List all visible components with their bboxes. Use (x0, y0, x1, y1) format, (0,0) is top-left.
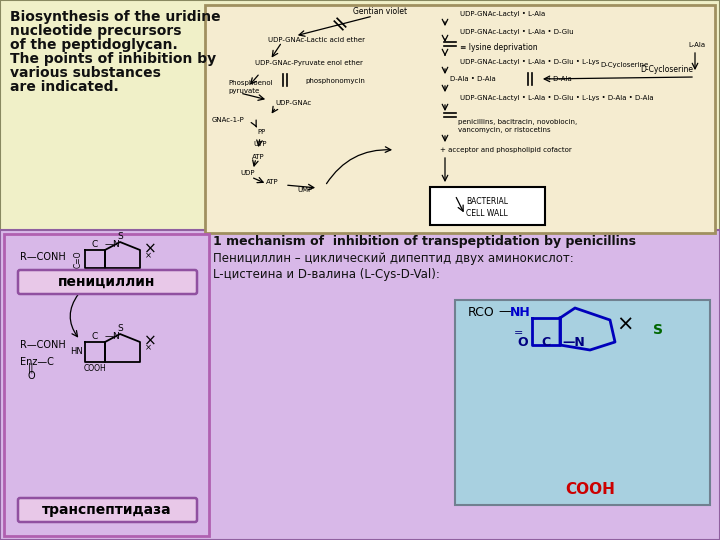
Text: Enz—C: Enz—C (20, 357, 54, 367)
Text: PP: PP (258, 129, 266, 135)
Text: C: C (541, 335, 551, 348)
Text: The points of inhibition by: The points of inhibition by (10, 52, 216, 66)
Text: Gentian violet: Gentian violet (353, 8, 407, 17)
Text: пенициллин: пенициллин (58, 275, 156, 289)
Text: D-Cycloserine: D-Cycloserine (600, 62, 648, 68)
Text: HN: HN (71, 348, 83, 356)
Text: ×: × (145, 343, 151, 352)
Text: —N: —N (562, 335, 585, 348)
Text: ATP: ATP (252, 154, 264, 160)
Text: UDP-GNAc-Lactyl • L-Ala • D-Glu • L-Lys • D-Ala • D-Ala: UDP-GNAc-Lactyl • L-Ala • D-Glu • L-Lys … (460, 95, 654, 101)
FancyBboxPatch shape (18, 270, 197, 294)
Text: S: S (117, 324, 123, 333)
Bar (455, 300, 710, 505)
Text: UMP: UMP (297, 187, 312, 193)
Text: nucleotide precursors: nucleotide precursors (10, 24, 181, 38)
Text: ×: × (616, 315, 634, 335)
Text: phosphonomycin: phosphonomycin (305, 78, 365, 84)
FancyBboxPatch shape (18, 498, 197, 522)
Text: RCO: RCO (468, 306, 495, 319)
Text: ×: × (145, 251, 151, 260)
Text: NH: NH (510, 306, 531, 319)
Text: ||: || (28, 363, 35, 373)
Text: BACTERIAL: BACTERIAL (466, 198, 508, 206)
Bar (4, 234, 209, 536)
Text: R—CONH: R—CONH (20, 340, 66, 350)
Bar (0, 230, 720, 540)
Text: ≡ lysine deprivation: ≡ lysine deprivation (460, 43, 538, 51)
Text: D-Cycloserine: D-Cycloserine (640, 64, 693, 73)
Text: + acceptor and phospholipid cofactor: + acceptor and phospholipid cofactor (440, 147, 572, 153)
Text: various substances: various substances (10, 66, 161, 80)
Text: Пенициллин – циклический дипептид двух аминокислот:: Пенициллин – циклический дипептид двух а… (213, 252, 574, 265)
Text: транспептидаза: транспептидаза (42, 503, 172, 517)
Text: R—CONH: R—CONH (20, 252, 66, 262)
Text: ×: × (143, 241, 156, 256)
Text: C: C (92, 240, 98, 249)
Text: UDP: UDP (240, 170, 256, 176)
Text: COOH: COOH (565, 483, 615, 497)
Text: of the peptidoglycan.: of the peptidoglycan. (10, 38, 178, 52)
Text: UDP-GNAc-Lactyl • L-Ala: UDP-GNAc-Lactyl • L-Ala (460, 11, 545, 17)
Text: Phosphoenol: Phosphoenol (228, 80, 273, 86)
Text: —N: —N (105, 332, 121, 341)
Text: ATP: ATP (266, 179, 279, 185)
Text: UDP-GNAc-Lactyl • L-Ala • D-Glu: UDP-GNAc-Lactyl • L-Ala • D-Glu (460, 29, 574, 35)
Text: Biosynthesis of the uridine: Biosynthesis of the uridine (10, 10, 220, 24)
Text: UDP-GNAc: UDP-GNAc (275, 100, 311, 106)
Text: CELL WALL: CELL WALL (466, 210, 508, 219)
Text: ×: × (143, 334, 156, 348)
Text: COOH: COOH (84, 270, 107, 279)
Bar (205, 5, 715, 233)
Text: S: S (117, 232, 123, 241)
Text: UTP: UTP (253, 141, 266, 147)
Text: —N: —N (105, 240, 121, 249)
Bar (430, 187, 545, 225)
Text: C: C (92, 332, 98, 341)
Text: are indicated.: are indicated. (10, 80, 119, 94)
Text: —: — (498, 306, 510, 319)
Text: penicillins, bacitracin, novobiocin,: penicillins, bacitracin, novobiocin, (458, 119, 577, 125)
Text: O: O (28, 371, 35, 381)
Text: UDP-GNAc-Lactic acid ether: UDP-GNAc-Lactic acid ether (268, 37, 365, 43)
Text: pyruvate: pyruvate (228, 88, 259, 94)
Bar (0, 0, 720, 233)
Text: O: O (518, 335, 528, 348)
Text: COOH: COOH (84, 364, 107, 373)
Text: L-Ala: L-Ala (688, 42, 706, 48)
Text: UDP-GNAc-Lactyl • L-Ala • D-Glu • L-Lys: UDP-GNAc-Lactyl • L-Ala • D-Glu • L-Lys (460, 59, 599, 65)
Text: → D-Ala: → D-Ala (545, 76, 572, 82)
Text: C=O: C=O (74, 250, 83, 268)
Text: D-Ala • D-Ala: D-Ala • D-Ala (450, 76, 496, 82)
Text: =: = (513, 328, 523, 338)
Text: S: S (653, 323, 663, 337)
Text: vancomycin, or ristocetins: vancomycin, or ristocetins (458, 127, 551, 133)
Text: L-цистеина и D-валина (L-Cys-D-Val):: L-цистеина и D-валина (L-Cys-D-Val): (213, 268, 440, 281)
Text: GNAc-1-P: GNAc-1-P (211, 117, 244, 123)
Text: 1 mechanism of  inhibition of transpeptidation by penicillins: 1 mechanism of inhibition of transpeptid… (213, 235, 636, 248)
Text: UDP-GNAc-Pyruvate enol ether: UDP-GNAc-Pyruvate enol ether (255, 60, 363, 66)
